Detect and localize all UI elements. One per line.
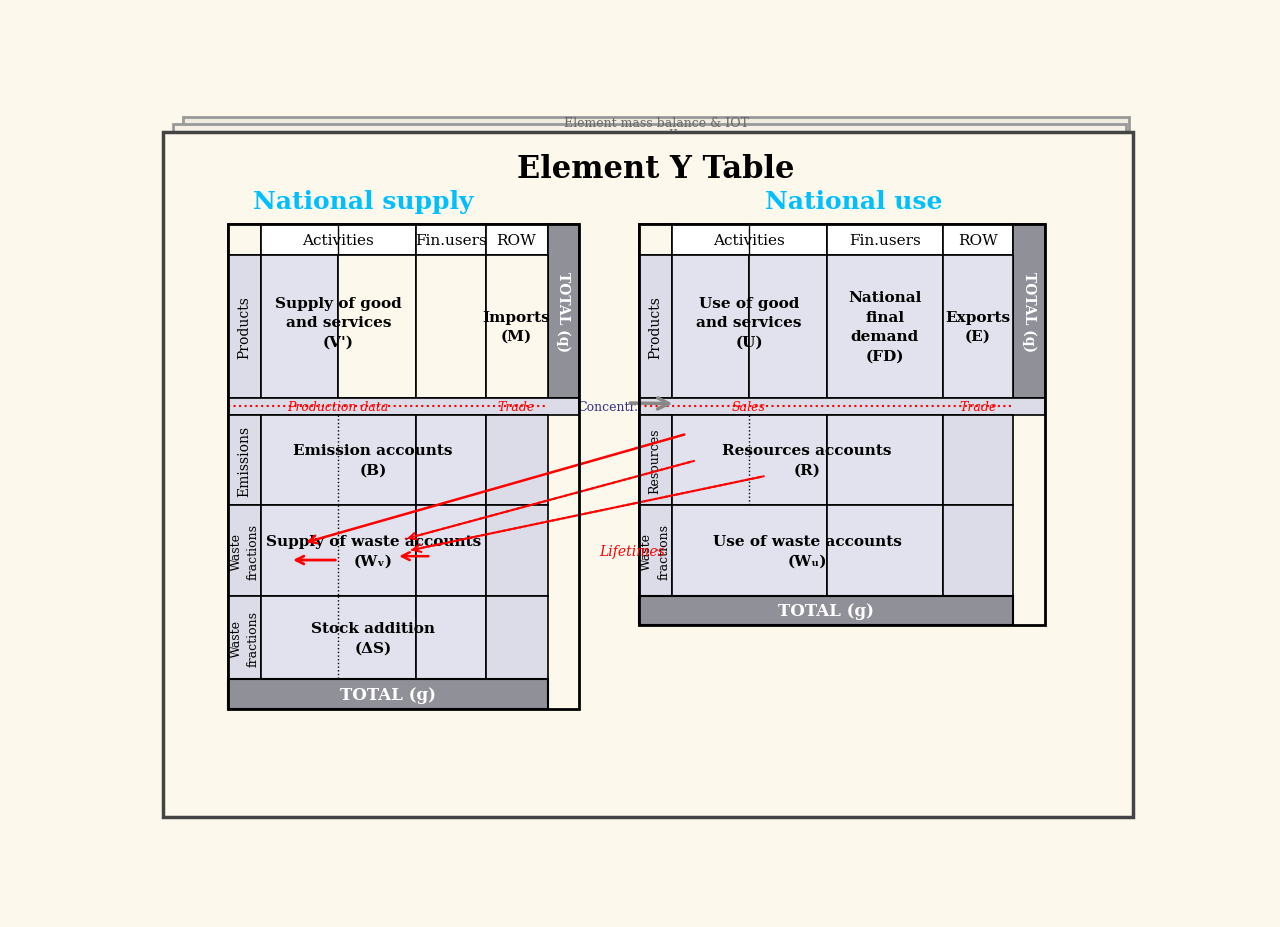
- Bar: [261, 597, 416, 679]
- Text: ROW: ROW: [957, 234, 997, 248]
- Bar: [228, 225, 261, 256]
- Bar: [228, 398, 579, 415]
- Bar: [943, 415, 1012, 506]
- Bar: [228, 225, 579, 709]
- Text: Supply of waste accounts
(Wᵥ): Supply of waste accounts (Wᵥ): [265, 535, 481, 568]
- Text: Concentr.: Concentr.: [577, 400, 639, 413]
- Text: Production data: Production data: [288, 400, 389, 413]
- Text: Waste
fractions: Waste fractions: [229, 610, 260, 667]
- Text: TOTAL (q): TOTAL (q): [1021, 272, 1036, 351]
- Bar: [639, 415, 672, 506]
- Text: Element Y Table: Element Y Table: [517, 154, 795, 184]
- Text: ..........II: ..........II: [634, 130, 678, 139]
- Text: Resources: Resources: [649, 427, 662, 493]
- Text: Stock addition
(ΔS): Stock addition (ΔS): [311, 621, 435, 654]
- Bar: [672, 256, 749, 398]
- Bar: [639, 398, 1044, 415]
- Text: National
final
demand
(FD): National final demand (FD): [847, 291, 922, 363]
- Bar: [416, 597, 485, 679]
- Bar: [672, 225, 827, 256]
- Bar: [672, 506, 827, 597]
- Bar: [485, 506, 548, 597]
- Text: Use of good
and services
(U): Use of good and services (U): [696, 297, 801, 349]
- Text: Exports
(E): Exports (E): [945, 311, 1010, 344]
- Bar: [749, 256, 827, 398]
- Bar: [228, 679, 548, 709]
- Bar: [943, 225, 1012, 256]
- Text: Use of waste accounts
(Wᵤ): Use of waste accounts (Wᵤ): [713, 535, 901, 568]
- Bar: [639, 506, 672, 597]
- Bar: [228, 597, 261, 679]
- Bar: [485, 225, 548, 256]
- Bar: [639, 597, 1012, 626]
- Bar: [485, 415, 548, 506]
- Text: Emission accounts
(B): Emission accounts (B): [293, 444, 453, 477]
- Bar: [416, 225, 485, 256]
- Text: Activities: Activities: [713, 234, 785, 248]
- Bar: [338, 256, 416, 398]
- Bar: [228, 256, 261, 398]
- Text: Fin.users: Fin.users: [415, 234, 486, 248]
- Text: Imports
(M): Imports (M): [483, 311, 550, 344]
- Text: Sales: Sales: [732, 400, 765, 413]
- Bar: [672, 415, 827, 506]
- Text: Fin.users: Fin.users: [849, 234, 920, 248]
- Bar: [261, 225, 416, 256]
- Text: Trade: Trade: [498, 400, 535, 413]
- Text: Products: Products: [648, 296, 662, 359]
- Text: Element mass balance & IOT: Element mass balance & IOT: [563, 117, 749, 130]
- Text: National supply: National supply: [253, 190, 474, 214]
- Text: Resources accounts
(R): Resources accounts (R): [722, 444, 892, 477]
- Bar: [261, 506, 416, 597]
- Bar: [548, 225, 579, 398]
- Bar: [827, 225, 943, 256]
- Bar: [639, 225, 1044, 626]
- Bar: [228, 506, 261, 597]
- Bar: [416, 256, 485, 398]
- Bar: [228, 415, 261, 506]
- Text: National use: National use: [765, 190, 942, 214]
- Bar: [639, 225, 672, 256]
- Bar: [416, 415, 485, 506]
- Text: Lifetimes: Lifetimes: [599, 544, 664, 558]
- Text: Products: Products: [238, 296, 251, 359]
- Bar: [261, 415, 416, 506]
- Bar: [261, 256, 338, 398]
- Text: Waste
fractions: Waste fractions: [640, 523, 671, 579]
- Bar: [485, 597, 548, 679]
- Text: Emissions: Emissions: [238, 425, 251, 496]
- Text: TOTAL (g): TOTAL (g): [340, 686, 436, 703]
- Bar: [943, 256, 1012, 398]
- Text: TOTAL (q): TOTAL (q): [556, 272, 570, 351]
- Bar: [639, 256, 672, 398]
- Text: Waste
fractions: Waste fractions: [229, 523, 260, 579]
- Bar: [416, 506, 485, 597]
- Bar: [485, 256, 548, 398]
- Text: Trade: Trade: [959, 400, 996, 413]
- Bar: [1012, 225, 1044, 398]
- Bar: [827, 256, 943, 398]
- Text: TOTAL (g): TOTAL (g): [778, 603, 874, 619]
- Bar: [943, 506, 1012, 597]
- Text: ROW: ROW: [497, 234, 536, 248]
- Text: Supply of good
and services
(V'): Supply of good and services (V'): [275, 297, 402, 349]
- Bar: [827, 506, 943, 597]
- Bar: [827, 415, 943, 506]
- Text: Activities: Activities: [302, 234, 374, 248]
